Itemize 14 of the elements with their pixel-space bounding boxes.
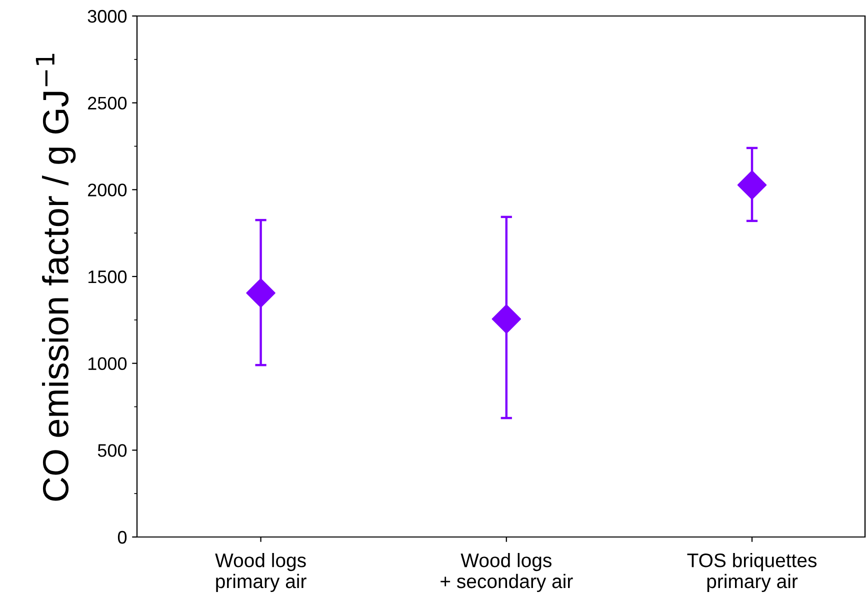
- y-tick-label: 3000: [88, 10, 127, 23]
- y-tick-label: 0: [118, 530, 127, 544]
- x-tick-label: TOS briquettes primary air: [687, 552, 817, 592]
- point: [246, 278, 276, 308]
- y-tick-label: 500: [98, 444, 127, 457]
- y-tick-label: 1000: [88, 357, 127, 370]
- y-tick-label: 2000: [88, 184, 127, 196]
- point: [737, 170, 767, 200]
- x-tick-label: Wood logs primary air: [215, 552, 306, 592]
- y-axis-title: CO emission factor / g GJ$^{−1}$: [36, 54, 76, 501]
- x-tick-label: Wood logs + secondary air: [440, 552, 573, 592]
- y-tick-label: 2500: [88, 96, 127, 110]
- y-tick-label: 1500: [88, 270, 127, 284]
- point: [492, 304, 521, 334]
